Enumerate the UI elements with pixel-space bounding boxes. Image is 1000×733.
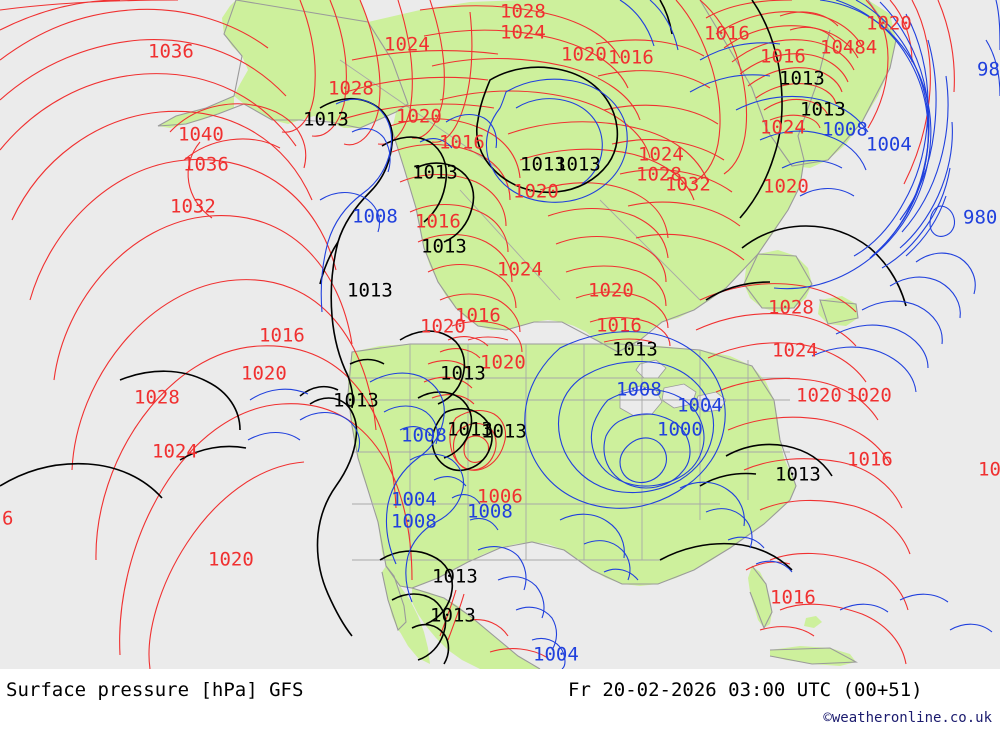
isobar-label: 101 <box>978 459 1000 481</box>
isobar-label: 1013 <box>421 236 467 258</box>
isobar-label: 1036 <box>148 41 194 63</box>
isobar-label: 1013 <box>481 421 527 443</box>
isobar-label: 1013 <box>303 109 349 131</box>
isobar-label: 1024 <box>497 259 543 281</box>
footer-bar: Surface pressure [hPa] GFS Fr 20-02-2026… <box>0 669 1000 733</box>
isobar-label: 980 <box>963 207 997 229</box>
isobar-label: 1020 <box>846 385 892 407</box>
isobar-label: 1024 <box>772 340 818 362</box>
isobar-low-layer <box>247 0 1000 669</box>
isobar-label: 1020 <box>208 549 254 571</box>
isobar-label: 1000 <box>657 419 703 441</box>
isobar-label: 1013 <box>412 162 458 184</box>
isobar-label: 1020 <box>796 385 842 407</box>
isobar-label: 1004 <box>677 395 723 417</box>
isobar-label: 1040 <box>178 124 224 146</box>
isobar-label: 1013 <box>555 154 601 176</box>
isobar-label: 1008 <box>391 511 437 533</box>
isobar-label: 1008 <box>822 119 868 141</box>
pressure-map: 1028 1024 1020 1016 1020 10484 1016 1016 1013 101… <box>0 0 1000 669</box>
isobar-label: 1016 <box>455 305 501 327</box>
isobar-label: 1024 <box>152 441 198 463</box>
isobar-label: 1028 <box>134 387 180 409</box>
isobar-label: 1016 <box>259 325 305 347</box>
isobar-label: 1006 <box>477 486 523 508</box>
isobar-label: 1013 <box>800 99 846 121</box>
isobar-label: 1016 <box>770 587 816 609</box>
isobar-label: 1020 <box>480 352 526 374</box>
isobar-label: 1036 <box>183 154 229 176</box>
isobar-label: 1008 <box>616 379 662 401</box>
isobar-label: 1020 <box>588 280 634 302</box>
isobar-label: 1020 <box>866 13 912 35</box>
isobar-label: 10484 <box>820 37 877 59</box>
isobar-label: 1020 <box>561 44 607 66</box>
isobar-label: 1004 <box>391 489 437 511</box>
isobar-label: 1024 <box>500 22 546 44</box>
isobar-label: 1016 <box>415 211 461 233</box>
isobar-label: 1016 <box>760 46 806 68</box>
isobar-label: 1024 <box>760 117 806 139</box>
isobar-label: 6 <box>2 508 13 530</box>
isobar-high-layer <box>0 0 955 669</box>
isobar-label: 1028 <box>328 78 374 100</box>
isobar-label: 1020 <box>513 181 559 203</box>
isobar-label: 1020 <box>396 106 442 128</box>
footer-credit: ©weatheronline.co.uk <box>823 710 992 726</box>
isobar-label: 984 <box>977 59 1000 81</box>
isobar-label: 1032 <box>665 174 711 196</box>
isobar-label: 1008 <box>352 206 398 228</box>
isobar-label: 1016 <box>439 132 485 154</box>
isobar-label: 1016 <box>704 23 750 45</box>
isobar-label: 1020 <box>241 363 287 385</box>
isobar-label: 1013 <box>432 566 478 588</box>
isobar-label: 1013 <box>440 363 486 385</box>
coastline-layer <box>157 0 897 669</box>
isobar-label: 1028 <box>768 297 814 319</box>
isobar-label: 1028 <box>500 1 546 23</box>
isobar-label: 1016 <box>847 449 893 471</box>
isobar-label: 1032 <box>170 196 216 218</box>
isobar-1013-layer <box>0 0 907 665</box>
footer-valid-time: Fr 20-02-2026 03:00 UTC (00+51) <box>568 679 923 701</box>
isobar-label: 1028 <box>636 164 682 186</box>
isobar-label: 1020 <box>420 316 466 338</box>
isobar-label: 1013 <box>520 154 566 176</box>
isobar-label: 1016 <box>596 315 642 337</box>
isobar-label: 1016 <box>608 47 654 69</box>
isobar-label: 1013 <box>430 605 476 627</box>
isobar-label: 1008 <box>467 501 513 523</box>
isobar-label: 1013 <box>333 390 379 412</box>
isobar-label: 1024 <box>638 144 684 166</box>
footer-title: Surface pressure [hPa] GFS <box>6 679 304 701</box>
isobar-label: 1013 <box>612 339 658 361</box>
isobar-label: 1024 <box>384 34 430 56</box>
isobar-label: 1004 <box>533 644 579 666</box>
isobar-label: 1008 <box>401 425 447 447</box>
isobar-label: 1013 <box>775 464 821 486</box>
isobar-label: 1004 <box>866 134 912 156</box>
isobar-label: 1020 <box>763 176 809 198</box>
isobar-label: 1013 <box>347 280 393 302</box>
isobar-label: 1013 <box>447 419 493 441</box>
isobar-label: 1013 <box>779 68 825 90</box>
